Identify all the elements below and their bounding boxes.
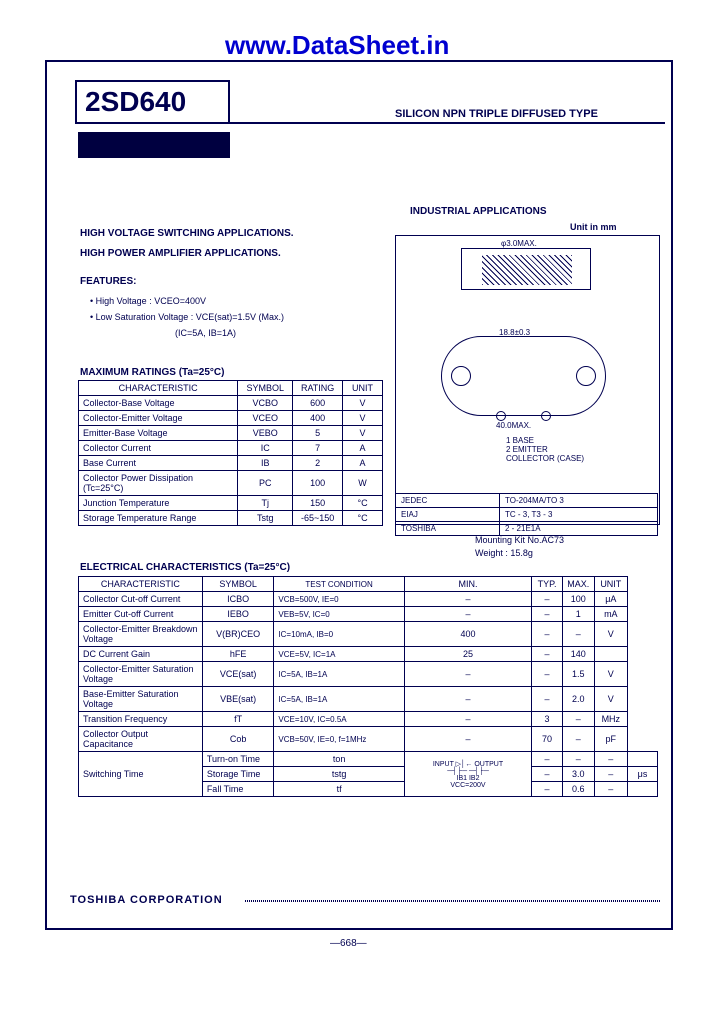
unit-label: Unit in mm xyxy=(570,222,617,232)
industrial-header: INDUSTRIAL APPLICATIONS xyxy=(410,206,546,217)
weight: Weight : 15.8g xyxy=(475,548,533,558)
max-ratings-header: MAXIMUM RATINGS (Ta=25°C) xyxy=(80,367,224,378)
device-type: SILICON NPN TRIPLE DIFFUSED TYPE xyxy=(395,108,598,120)
features-header: FEATURES: xyxy=(80,276,136,287)
application-2: HIGH POWER AMPLIFIER APPLICATIONS. xyxy=(80,248,281,259)
dim-phi: φ3.0MAX. xyxy=(501,239,537,248)
package-top-view xyxy=(461,248,591,290)
dim-pitch: 18.8±0.3 xyxy=(499,328,530,337)
footer-corporation: TOSHIBA CORPORATION xyxy=(70,894,223,906)
mounting-kit: Mounting Kit No.AC73 xyxy=(475,535,564,545)
package-hole-left xyxy=(451,366,471,386)
feature-3: (IC=5A, IB=1A) xyxy=(175,328,236,338)
package-table: JEDECTO-204MA/TO 3EIAJTC - 3, T3 - 3TOSH… xyxy=(395,493,658,536)
feature-1: • High Voltage : VCEO=400V xyxy=(90,296,206,306)
package-hatched xyxy=(482,255,572,285)
feature-2: • Low Saturation Voltage : VCE(sat)=1.5V… xyxy=(90,312,284,322)
max-ratings-table: CHARACTERISTICSYMBOLRATINGUNIT Collector… xyxy=(78,380,383,526)
part-number-box: 2SD640 xyxy=(75,80,230,122)
package-pin-1 xyxy=(496,411,506,421)
dim-width: 40.0MAX. xyxy=(496,421,531,430)
watermark: www.DataSheet.in xyxy=(225,30,449,61)
package-pin-2 xyxy=(541,411,551,421)
black-bar xyxy=(78,132,230,158)
elec-char-header: ELECTRICAL CHARACTERISTICS (Ta=25°C) xyxy=(80,562,290,573)
pin-labels: 1 BASE 2 EMITTER COLLECTOR (CASE) xyxy=(506,436,584,463)
page-number: —668— xyxy=(330,938,367,949)
elec-char-table: CHARACTERISTICSYMBOLTEST CONDITIONMIN.TY… xyxy=(78,576,658,797)
package-diagram: 1 BASE 2 EMITTER COLLECTOR (CASE) φ3.0MA… xyxy=(395,235,660,525)
application-1: HIGH VOLTAGE SWITCHING APPLICATIONS. xyxy=(80,228,294,239)
footer-dotted-line xyxy=(245,900,660,902)
package-hole-right xyxy=(576,366,596,386)
part-underline xyxy=(75,122,665,124)
